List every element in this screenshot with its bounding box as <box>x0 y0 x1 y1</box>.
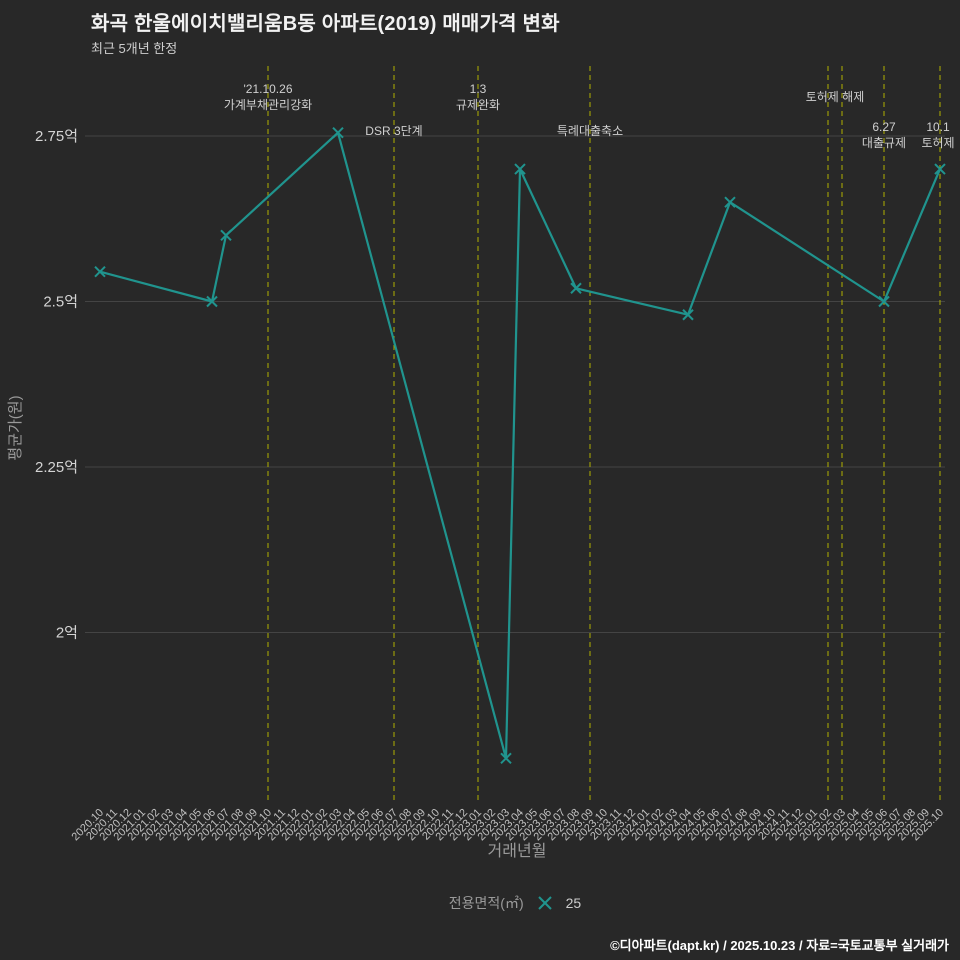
y-tick-label: 2.25억 <box>35 459 78 476</box>
event-label: 규제완화 <box>456 98 500 112</box>
event-label: 특례대출축소 <box>557 124 623 138</box>
data-point-x-marker <box>878 295 890 308</box>
data-point-x-marker <box>220 229 232 242</box>
data-point-x-marker <box>500 752 512 764</box>
legend-series-name: 25 <box>565 895 582 911</box>
x-axis-title: 거래년월 <box>488 842 547 860</box>
event-label: '21.10.26 <box>243 82 292 96</box>
event-label: 6.27 <box>872 120 896 134</box>
data-point-x-marker <box>206 295 218 308</box>
y-tick-label: 2.75억 <box>35 128 78 145</box>
y-tick-label: 2.5억 <box>43 294 78 311</box>
event-label: 1.3 <box>470 82 487 96</box>
chart-subtitle: 최근 5개년 한정 <box>91 41 178 56</box>
price-line <box>99 131 942 760</box>
chart-title: 화곡 한울에이치밸리움B동 아파트(2019) 매매가격 변화 <box>91 13 560 35</box>
event-label: 10.1 <box>926 120 950 134</box>
y-axis-title: 평균가(원) <box>7 395 24 460</box>
data-point-x-marker <box>570 282 582 294</box>
event-label: DSR 3단계 <box>365 124 422 138</box>
y-tick-label: 2억 <box>56 625 78 642</box>
event-label: 토허제 <box>921 136 954 150</box>
price-line-chart: 2.75억2.5억2.25억2억2020.102020.112020.12202… <box>7 66 955 860</box>
footer-credit: ©디아파트(dapt.kr) / 2025.10.23 / 자료=국토교통부 실… <box>610 938 949 953</box>
data-point-x-marker <box>332 126 344 139</box>
data-point-x-marker <box>514 163 526 175</box>
data-point-x-marker <box>94 266 106 278</box>
legend-x-marker-icon <box>537 896 552 910</box>
data-point-x-marker <box>682 309 694 321</box>
event-label: 대출규제 <box>862 136 906 150</box>
event-label: 토허제 해제 <box>806 90 865 104</box>
event-label: 가계부채관리강화 <box>224 98 312 112</box>
legend-label: 전용면적(㎡) <box>448 895 524 911</box>
data-point-x-marker <box>934 163 946 175</box>
data-point-x-marker <box>724 196 736 208</box>
legend: 전용면적(㎡) 25 <box>85 893 945 913</box>
